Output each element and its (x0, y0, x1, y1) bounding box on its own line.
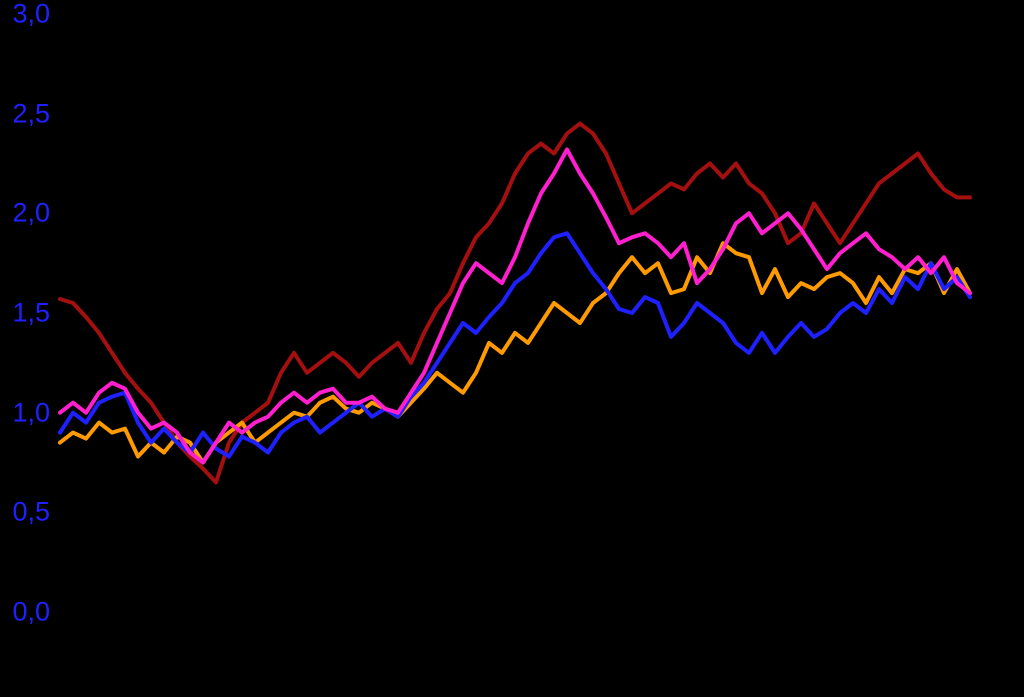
plot-svg (0, 0, 1024, 697)
y-tick-label: 1,5 (0, 298, 50, 329)
y-tick-label: 2,5 (0, 98, 50, 129)
y-tick-label: 0,0 (0, 597, 50, 628)
series-darkred (60, 124, 970, 483)
y-tick-label: 1,0 (0, 397, 50, 428)
y-tick-label: 2,0 (0, 198, 50, 229)
line-chart: 0,0 0,5 1,0 1,5 2,0 2,5 3,0 (0, 0, 1024, 697)
series-magenta (60, 150, 970, 463)
series-orange (60, 243, 970, 462)
series-blue (60, 233, 970, 456)
y-tick-label: 3,0 (0, 0, 50, 30)
y-tick-label: 0,5 (0, 497, 50, 528)
